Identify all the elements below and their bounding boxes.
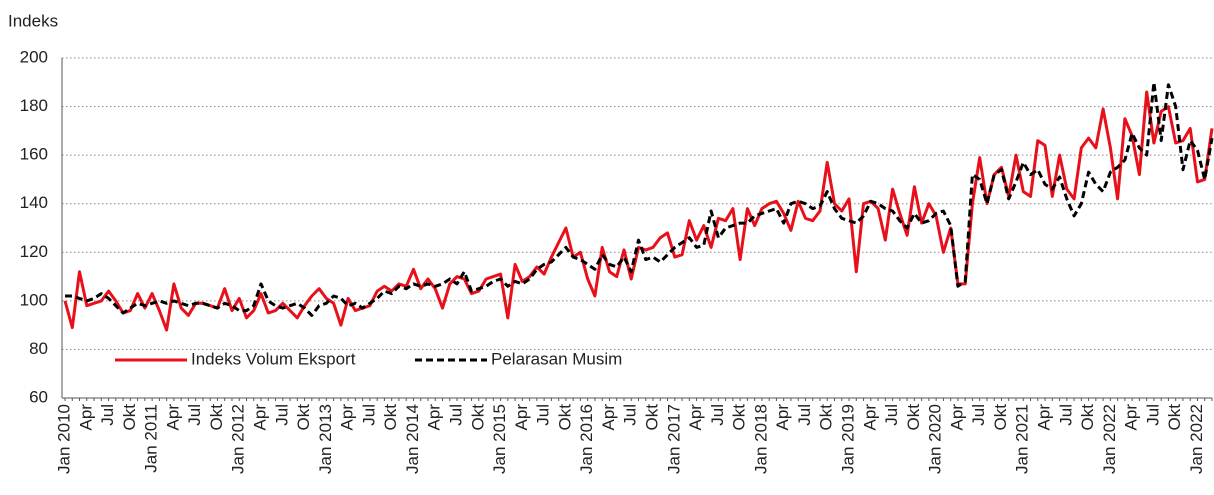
x-tick-label: Jul bbox=[1143, 404, 1162, 426]
x-tick-label: Okt bbox=[381, 404, 400, 431]
x-tick-label: Jan 2021 bbox=[1013, 404, 1032, 474]
legend-label: Pelarasan Musim bbox=[491, 349, 622, 368]
x-tick-label: Okt bbox=[1078, 404, 1097, 431]
x-tick-label: Jul bbox=[882, 404, 901, 426]
x-tick-label: Jan 2022 bbox=[1187, 404, 1206, 474]
y-tick-label: 140 bbox=[20, 193, 48, 212]
x-tick-label: Jan 2019 bbox=[839, 404, 858, 474]
x-tick-label: Jul bbox=[795, 404, 814, 426]
x-tick-label: Jan 2011 bbox=[142, 404, 161, 473]
x-tick-label: Okt bbox=[555, 404, 574, 431]
x-tick-label: Apr bbox=[512, 404, 531, 431]
y-tick-label: 80 bbox=[29, 339, 48, 358]
x-tick-label: Jan 2016 bbox=[577, 404, 596, 474]
x-tick-label: Apr bbox=[163, 404, 182, 431]
x-tick-label: Apr bbox=[860, 404, 879, 431]
x-tick-label: Jul bbox=[359, 404, 378, 426]
x-tick-label: Apr bbox=[686, 404, 705, 431]
series-line bbox=[65, 80, 1214, 317]
x-tick-label: Apr bbox=[425, 404, 444, 431]
x-tick-label: Jan 2012 bbox=[229, 404, 248, 474]
x-tick-label: Okt bbox=[904, 404, 923, 431]
y-tick-label: 180 bbox=[20, 96, 48, 115]
x-tick-label: Jul bbox=[1056, 404, 1075, 426]
x-tick-label: Jul bbox=[621, 404, 640, 426]
x-tick-label: Jan 2014 bbox=[403, 404, 422, 474]
x-tick-label: Okt bbox=[1165, 404, 1184, 431]
x-tick-label: Jul bbox=[969, 404, 988, 426]
x-tick-label: Jan 2010 bbox=[54, 404, 73, 474]
y-tick-label: 200 bbox=[20, 47, 48, 66]
x-tick-label: Okt bbox=[468, 404, 487, 431]
x-tick-label: Jul bbox=[185, 404, 204, 426]
y-axis-label: Indeks bbox=[8, 11, 58, 30]
x-tick-label: Apr bbox=[76, 404, 95, 431]
legend-label: Indeks Volum Eksport bbox=[191, 349, 356, 368]
x-tick-label: Apr bbox=[1122, 404, 1141, 431]
x-tick-label: Apr bbox=[599, 404, 618, 431]
x-tick-label: Jan 2018 bbox=[751, 404, 770, 474]
x-tick-label: Jul bbox=[446, 404, 465, 426]
x-tick-label: Okt bbox=[817, 404, 836, 431]
x-tick-label: Apr bbox=[1035, 404, 1054, 431]
x-tick-label: Okt bbox=[207, 404, 226, 431]
x-tick-label: Apr bbox=[947, 404, 966, 431]
x-tick-label: Jul bbox=[98, 404, 117, 426]
y-tick-label: 60 bbox=[29, 387, 48, 406]
y-tick-label: 100 bbox=[20, 290, 48, 309]
x-tick-label: Jul bbox=[272, 404, 291, 426]
x-tick-label: Jul bbox=[708, 404, 727, 426]
series-line bbox=[63, 90, 1214, 332]
x-tick-label: Okt bbox=[730, 404, 749, 431]
x-tick-label: Jan 2020 bbox=[926, 404, 945, 474]
x-tick-label: Jul bbox=[534, 404, 553, 426]
x-tick-label: Apr bbox=[773, 404, 792, 431]
x-tick-label: Okt bbox=[991, 404, 1010, 431]
x-tick-label: Jan 2013 bbox=[316, 404, 335, 474]
x-tick-label: Okt bbox=[294, 404, 313, 431]
x-tick-label: Jan 2015 bbox=[490, 404, 509, 474]
x-tick-label: Okt bbox=[120, 404, 139, 431]
x-tick-label: Apr bbox=[338, 404, 357, 431]
x-tick-label: Jan 2022 bbox=[1100, 404, 1119, 474]
x-tick-label: Apr bbox=[250, 404, 269, 431]
y-tick-label: 120 bbox=[20, 242, 48, 261]
y-tick-label: 160 bbox=[20, 145, 48, 164]
x-tick-label: Okt bbox=[643, 404, 662, 431]
x-tick-label: Jan 2017 bbox=[664, 404, 683, 474]
